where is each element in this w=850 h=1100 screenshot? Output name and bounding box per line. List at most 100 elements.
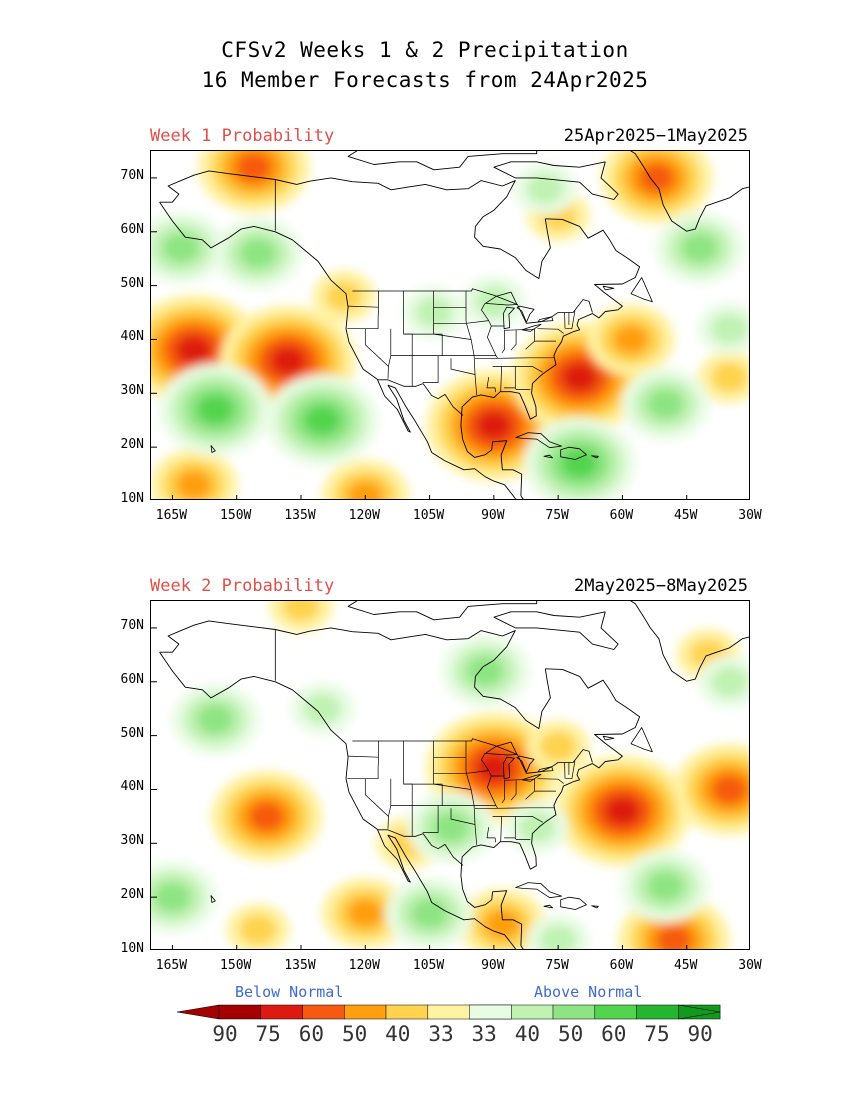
lon-tick-label: 105W bbox=[412, 958, 445, 973]
below-normal-probability-area bbox=[248, 801, 285, 831]
colorbar-swatch bbox=[511, 1004, 554, 1020]
above-normal-probability-area bbox=[539, 925, 577, 949]
chart-title-line2: 16 Member Forecasts from 24Apr2025 bbox=[201, 68, 649, 92]
country-border bbox=[352, 738, 593, 774]
state-border bbox=[450, 808, 476, 825]
week2-probability-map bbox=[150, 600, 750, 950]
state-border bbox=[403, 333, 472, 340]
colorbar-swatch bbox=[469, 1004, 512, 1020]
state-border bbox=[433, 291, 443, 356]
state-border bbox=[450, 358, 476, 375]
below-normal-probability-area bbox=[270, 346, 306, 376]
above-normal-probability-area bbox=[432, 812, 470, 842]
state-border bbox=[481, 753, 489, 771]
lon-tick-label: 165W bbox=[155, 508, 188, 523]
below-normal-probability-area bbox=[239, 914, 277, 945]
below-normal-probability-area bbox=[638, 163, 675, 193]
state-border bbox=[537, 328, 564, 334]
island-outline bbox=[602, 285, 615, 291]
colorbar-value: 75 bbox=[644, 1022, 670, 1046]
above-normal-probability-area bbox=[240, 238, 277, 269]
state-border bbox=[504, 328, 535, 331]
state-border bbox=[514, 387, 531, 390]
colorbar-swatch bbox=[218, 1004, 262, 1020]
probability-colorbar bbox=[176, 1004, 721, 1020]
state-border bbox=[486, 377, 496, 393]
coastline bbox=[460, 668, 641, 949]
coastline bbox=[493, 161, 619, 200]
lon-tick-label: 135W bbox=[284, 508, 316, 523]
lat-tick-label: 70N bbox=[120, 617, 144, 633]
state-border bbox=[364, 741, 389, 829]
lon-tick-label: 30W bbox=[738, 508, 762, 523]
below-normal-probability-area bbox=[347, 480, 384, 499]
lat-tick-label: 10N bbox=[120, 941, 144, 956]
above-normal-probability-area bbox=[467, 656, 504, 686]
above-normal-probability-area bbox=[526, 173, 564, 204]
above-normal-probability-area bbox=[162, 233, 200, 263]
island-outline bbox=[543, 904, 554, 909]
lon-tick-label: 30W bbox=[738, 958, 762, 973]
island-outline bbox=[630, 277, 653, 303]
above-normal-probability-area bbox=[518, 812, 556, 843]
colorbar-swatch bbox=[385, 1004, 429, 1020]
state-border bbox=[500, 816, 502, 842]
lat-tick-label: 20N bbox=[120, 887, 144, 903]
coastline bbox=[159, 651, 517, 949]
below-normal-probability-area bbox=[236, 152, 272, 182]
above-normal-probability-area bbox=[303, 693, 341, 724]
lon-tick-label: 90W bbox=[481, 958, 505, 973]
state-border bbox=[523, 816, 543, 823]
colorbar-value: 33 bbox=[428, 1022, 454, 1046]
island-outline bbox=[630, 727, 653, 753]
island-outline bbox=[560, 896, 587, 910]
lat-tick-label: 10N bbox=[120, 491, 144, 506]
state-border bbox=[564, 310, 576, 330]
state-border bbox=[403, 291, 413, 387]
state-border bbox=[388, 328, 392, 367]
below-normal-probability-area bbox=[612, 324, 650, 355]
colorbar-swatch bbox=[552, 1004, 596, 1020]
colorbar-value: 33 bbox=[471, 1022, 497, 1046]
lat-tick-label: 40N bbox=[120, 329, 144, 345]
state-border bbox=[525, 778, 535, 800]
state-border bbox=[510, 330, 517, 351]
above-normal-probability-area bbox=[197, 394, 234, 425]
colorbar-value: 75 bbox=[255, 1022, 281, 1046]
state-border bbox=[514, 837, 531, 840]
probability-shading bbox=[151, 601, 749, 949]
below-normal-label: Below Normal bbox=[235, 983, 344, 1001]
state-border bbox=[501, 779, 505, 804]
colorbar-value: 60 bbox=[601, 1022, 627, 1046]
coastline bbox=[159, 620, 551, 730]
below-normal-probability-area bbox=[539, 731, 577, 762]
coastline bbox=[630, 151, 749, 232]
below-normal-probability-area bbox=[175, 470, 212, 499]
great-lake-outline bbox=[516, 305, 535, 323]
colorbar-value: 90 bbox=[687, 1022, 713, 1046]
above-normal-probability-area bbox=[681, 233, 718, 263]
coastline bbox=[159, 170, 551, 280]
above-normal-probability-area bbox=[304, 405, 341, 435]
state-border bbox=[487, 775, 498, 809]
state-border bbox=[564, 760, 576, 780]
country-border bbox=[352, 288, 593, 324]
week1-probability-map bbox=[150, 150, 750, 500]
chart-title-line1: CFSv2 Weeks 1 & 2 Precipitation bbox=[221, 38, 629, 62]
state-border bbox=[501, 329, 505, 354]
week2-date-range: 2May2025−8May2025 bbox=[574, 576, 748, 596]
week1-date-range: 25Apr2025−1May2025 bbox=[563, 126, 748, 146]
state-border bbox=[510, 780, 517, 801]
below-normal-probability-area bbox=[282, 601, 320, 622]
lon-tick-label: 105W bbox=[412, 508, 445, 523]
lon-tick-label: 45W bbox=[673, 508, 698, 523]
island-outline bbox=[591, 905, 599, 909]
coastline bbox=[493, 611, 619, 650]
coastline bbox=[347, 601, 538, 621]
great-lake-outline bbox=[521, 773, 542, 782]
colorbar-value: 40 bbox=[514, 1022, 541, 1046]
lat-tick-label: 40N bbox=[120, 779, 144, 795]
state-border bbox=[525, 328, 535, 350]
country-border bbox=[377, 829, 464, 866]
lat-tick-label: 60N bbox=[120, 671, 144, 687]
